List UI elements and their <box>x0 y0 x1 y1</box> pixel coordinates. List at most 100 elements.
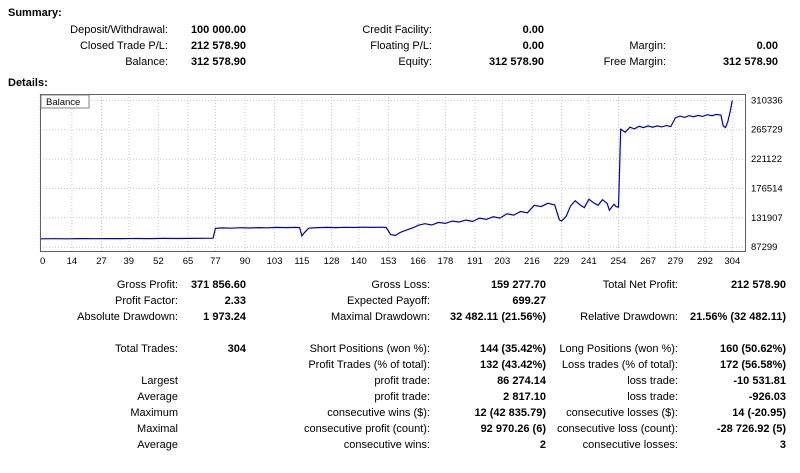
stats-label <box>8 325 178 341</box>
summary-value: 0.00 <box>522 24 544 36</box>
stats-label <box>246 325 430 341</box>
stats-value <box>178 389 246 405</box>
stats-value: 32 482.11 (21.56%) <box>449 311 546 323</box>
stats-label: profit trade: <box>374 391 430 403</box>
y-axis-label: 87299 <box>751 242 777 253</box>
summary-value: 0.00 <box>522 40 544 52</box>
stats-label: Profit Trades (% of total): <box>308 359 430 371</box>
stats-label: Total Net Profit: <box>602 279 678 291</box>
y-axis-label: 131907 <box>751 213 783 224</box>
x-axis-label: 203 <box>494 256 510 267</box>
stats-label: Relative Drawdown: <box>580 311 678 323</box>
summary-value: 100 000.00 <box>190 24 246 36</box>
stats-value: 86 274.14 <box>497 375 546 387</box>
x-axis-label: 140 <box>351 256 367 267</box>
stats-row: Average profit trade: 2 817.10 loss trade: -… <box>8 389 786 405</box>
stats-value: 159 277.70 <box>490 279 546 291</box>
summary-label: Equity: <box>398 56 432 68</box>
stats-label: consecutive losses ($): <box>566 407 678 419</box>
stats-label: consecutive wins ($): <box>327 407 430 419</box>
y-axis-label: 176514 <box>751 183 783 194</box>
stats-value: 212 578.90 <box>730 279 786 291</box>
plot-border <box>40 94 746 252</box>
x-axis-label: 166 <box>410 256 426 267</box>
summary-label <box>544 22 666 38</box>
stats-label: Maximal <box>137 423 178 435</box>
x-axis-label: 216 <box>524 256 540 267</box>
stats-value: 2 <box>539 439 546 451</box>
stats-value: 371 856.60 <box>190 279 246 291</box>
stats-label: Largest <box>141 375 178 387</box>
stats-row: Total Trades: 304 Short Positions (won %):… <box>8 341 786 357</box>
stats-label: Loss trades (% of total): <box>561 359 678 371</box>
x-axis-label: 267 <box>640 256 656 267</box>
stats-value: 12 (42 835.79) <box>474 407 546 419</box>
stats-label: Profit Factor: <box>115 295 178 307</box>
summary-row: Closed Trade P/L: 212 578.90 Floating P/L:… <box>8 38 778 54</box>
stats-label: Absolute Drawdown: <box>77 311 178 323</box>
stats-label <box>8 357 178 373</box>
stats-label <box>546 293 678 309</box>
stats-value <box>178 373 246 389</box>
x-axis-label: 153 <box>381 256 397 267</box>
x-axis-label: 128 <box>324 256 340 267</box>
summary-label: Closed Trade P/L: <box>79 40 168 52</box>
stats-row: Absolute Drawdown: 1 973.24 Maximal Drawdo… <box>8 309 786 325</box>
stats-label: consecutive losses: <box>582 439 678 451</box>
stats-label: loss trade: <box>627 391 678 403</box>
stats-label: Maximum <box>130 407 178 419</box>
balance-chart: Balance 87299 131907 176514 221122 265729 3103… <box>38 93 800 273</box>
balance-line <box>39 100 733 240</box>
stats-value: 2 817.10 <box>503 391 546 403</box>
stats-value <box>678 293 786 309</box>
stats-value <box>430 325 546 341</box>
plot-background <box>40 94 746 252</box>
stats-row: Maximum consecutive wins ($): 12 (42 835.7… <box>8 405 786 421</box>
stats-value <box>178 325 246 341</box>
stats-label: consecutive profit (count): <box>304 423 430 435</box>
stats-value: 14 (-20.95) <box>732 407 786 419</box>
stats-label <box>546 325 678 341</box>
summary-table: Deposit/Withdrawal: 100 000.00 Credit Faci… <box>8 22 778 70</box>
stats-row: Maximal consecutive profit (count): 92 970… <box>8 421 786 437</box>
x-axis-label: 0 <box>40 256 45 267</box>
balance-chart-svg: Balance 87299 131907 176514 221122 265729 3103… <box>39 94 783 267</box>
stats-label: Gross Loss: <box>371 279 430 291</box>
stats-label: Long Positions (won %): <box>559 343 678 355</box>
summary-label: Floating P/L: <box>370 40 432 52</box>
stats-value <box>678 325 786 341</box>
summary-label: Deposit/Withdrawal: <box>70 24 168 36</box>
x-axis-label: 90 <box>240 256 251 267</box>
summary-label: Free Margin: <box>603 56 666 68</box>
stats-value: 172 (56.58%) <box>719 359 786 371</box>
summary-label: Credit Facility: <box>362 24 432 36</box>
stats-row: Largest profit trade: 86 274.14 loss trade:… <box>8 373 786 389</box>
x-axis-label: 191 <box>467 256 483 267</box>
stats-label: Expected Payoff: <box>347 295 430 307</box>
summary-value: 312 578.90 <box>722 56 778 68</box>
details-table: Gross Profit: 371 856.60 Gross Loss: 159 27… <box>8 277 786 453</box>
summary-label: Balance: <box>125 56 168 68</box>
stats-row <box>8 325 786 341</box>
x-axis-label: 14 <box>67 256 78 267</box>
summary-value: 312 578.90 <box>190 56 246 68</box>
summary-heading: Summary: <box>8 7 62 19</box>
stats-label: consecutive loss (count): <box>556 423 678 435</box>
stats-value: 132 (43.42%) <box>479 359 546 371</box>
x-axis-label: 103 <box>267 256 283 267</box>
stats-label: Short Positions (won %): <box>309 343 430 355</box>
stats-value <box>178 357 246 373</box>
stats-value: 699.27 <box>512 295 546 307</box>
x-axis-label: 115 <box>294 256 309 267</box>
report-root: Summary: Deposit/Withdrawal: 100 000.00 Cr… <box>0 7 800 453</box>
x-axis-label: 52 <box>153 256 164 267</box>
y-axis-label: 265729 <box>751 125 783 136</box>
stats-value: 304 <box>227 343 246 355</box>
summary-row: Deposit/Withdrawal: 100 000.00 Credit Faci… <box>8 22 778 38</box>
x-axis-label: 229 <box>554 256 570 267</box>
legend-box <box>40 94 90 109</box>
stats-value <box>178 405 246 421</box>
stats-label: consecutive wins: <box>343 439 430 451</box>
stats-value: 2.33 <box>224 295 246 307</box>
summary-label: Margin: <box>629 40 666 52</box>
